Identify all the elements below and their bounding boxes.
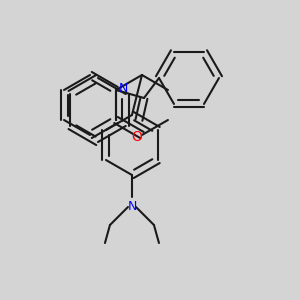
Text: O: O	[131, 130, 142, 144]
Text: N: N	[127, 200, 136, 213]
Text: N: N	[119, 82, 128, 95]
